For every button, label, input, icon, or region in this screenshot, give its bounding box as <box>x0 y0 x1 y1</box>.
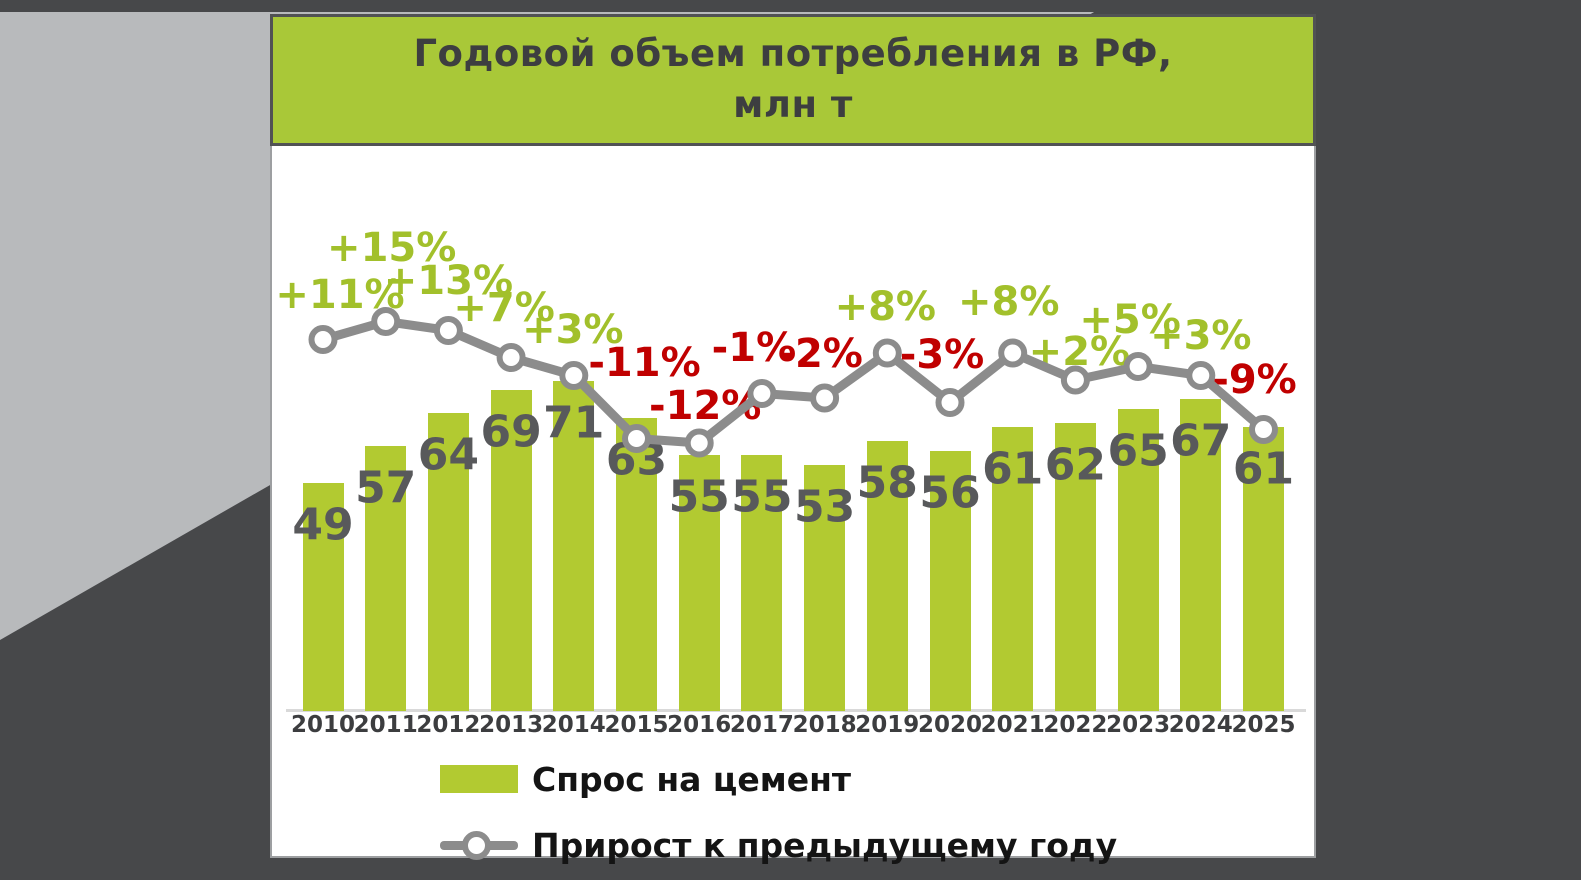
pct-label-2025: -9% <box>1212 356 1297 403</box>
year-label-2010: 2010 <box>290 712 356 738</box>
bar-2010 <box>302 483 344 711</box>
bar-2020 <box>929 450 971 711</box>
bar-value-2016: 55 <box>668 471 730 523</box>
year-label-2013: 2013 <box>479 712 544 738</box>
bar-2012 <box>427 413 469 711</box>
bar-2011 <box>365 445 407 711</box>
pct-label-2015: -11% <box>588 339 701 386</box>
bar-value-2023: 65 <box>1107 425 1169 477</box>
year-label-2016: 2016 <box>667 712 732 738</box>
legend-item-line: Прирост к предыдущему году <box>440 824 1117 866</box>
year-label-2025: 2025 <box>1231 712 1296 738</box>
bar-2023 <box>1117 408 1159 711</box>
bar-value-2013: 69 <box>480 406 542 458</box>
legend-item-bars: Спрос на цемент <box>440 758 1117 800</box>
bar-2022 <box>1054 422 1096 711</box>
bar-value-2010: 49 <box>292 499 354 551</box>
chart-title-line2: млн т <box>733 83 853 126</box>
year-label-2012: 2012 <box>416 712 481 738</box>
bar-value-2014: 71 <box>543 397 605 449</box>
year-label-2015: 2015 <box>604 712 669 738</box>
year-label-2024: 2024 <box>1168 712 1233 738</box>
year-label-2014: 2014 <box>541 712 606 738</box>
legend-line-marker-icon <box>440 831 518 860</box>
legend-bar-swatch <box>440 765 518 793</box>
bar-value-2011: 57 <box>355 462 417 514</box>
background-top-strip <box>0 0 1581 12</box>
bar-value-2021: 61 <box>982 443 1044 495</box>
bar-value-2017: 55 <box>731 471 793 523</box>
bar-value-2019: 58 <box>856 457 918 509</box>
bar-2019 <box>866 441 908 711</box>
bar-value-2022: 62 <box>1044 439 1107 491</box>
bar-2018 <box>804 464 846 711</box>
legend: Спрос на цемент Прирост к предыдущему го… <box>440 758 1117 880</box>
bar-2017 <box>741 455 783 711</box>
legend-bar-label: Спрос на цемент <box>532 759 852 799</box>
year-label-2018: 2018 <box>792 712 857 738</box>
bar-value-2020: 56 <box>919 467 981 519</box>
bar-2021 <box>992 427 1034 711</box>
year-label-2020: 2020 <box>917 712 983 738</box>
year-label-2017: 2017 <box>729 712 794 738</box>
legend-line-label: Прирост к предыдущему году <box>532 825 1118 865</box>
bar-2015 <box>616 418 657 711</box>
pct-label-2018: -2% <box>778 331 863 377</box>
bar-2016 <box>678 455 720 711</box>
bar-value-2024: 67 <box>1170 415 1232 467</box>
year-label-2011: 2011 <box>353 712 418 738</box>
bar-2024 <box>1180 399 1222 711</box>
bar-2025 <box>1243 427 1284 711</box>
x-axis-line <box>286 709 1306 712</box>
bar-value-2018: 53 <box>793 481 856 533</box>
year-label-2022: 2022 <box>1043 712 1108 738</box>
pct-label-2024: +3% <box>1150 312 1252 359</box>
year-label-2021: 2021 <box>980 712 1045 738</box>
pct-label-2020: -3% <box>899 331 985 378</box>
year-label-2019: 2019 <box>855 712 920 738</box>
pct-label-2012: +13% <box>383 257 514 304</box>
bar-value-2025: 61 <box>1232 443 1295 495</box>
pct-label-2019: +8% <box>834 284 937 330</box>
pct-label-2016: -12% <box>649 383 762 429</box>
bar-value-2012: 64 <box>417 429 480 481</box>
chart-title-banner: Годовой объем потребления в РФ, млн т <box>270 14 1316 146</box>
year-label-2023: 2023 <box>1106 712 1171 738</box>
bar-value-2015: 63 <box>605 434 668 486</box>
chart-panel: Годовой объем потребления в РФ, млн т 49… <box>270 14 1316 865</box>
chart-title-line1: Годовой объем потребления в РФ, <box>413 32 1173 76</box>
plot-area: 49 2010 +11% 57 2011 +15% 64 2012 +13% 69 2013 +7% 7… <box>272 16 1314 856</box>
pct-label-2021: +8% <box>957 279 1060 325</box>
pct-label-2011: +15% <box>327 224 457 271</box>
